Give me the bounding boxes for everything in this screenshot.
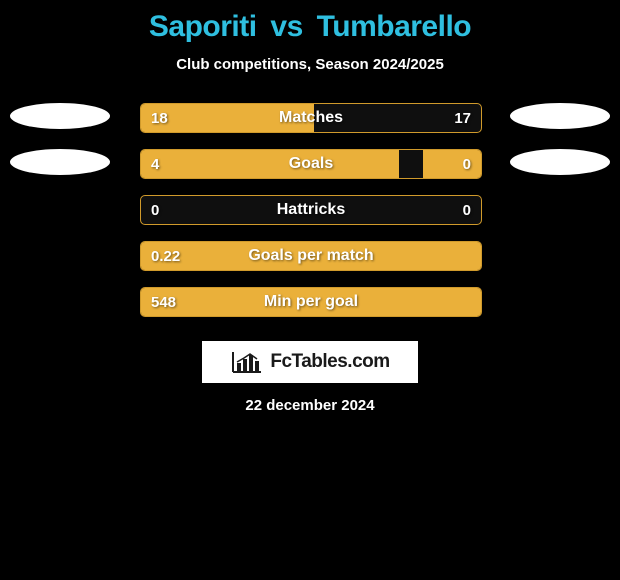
stat-value-left: 548 [141,288,186,316]
stat-bar: 0.22Goals per match [140,241,482,271]
bar-fill-left [141,242,481,270]
page-title: Saporiti vs Tumbarello [149,10,471,44]
stat-row: 548Min per goal [0,287,620,315]
logo-text: FcTables.com [270,351,389,373]
stat-value-left: 0.22 [141,242,190,270]
barchart-icon [230,349,264,375]
player2-oval [510,103,610,129]
stat-value-left: 18 [141,104,178,132]
player1-oval [10,149,110,175]
bar-fill-left [141,288,481,316]
stat-bar: 1817Matches [140,103,482,133]
stats-chart: 1817Matches40Goals00Hattricks0.22Goals p… [0,103,620,333]
bar-fill-left [141,150,399,178]
subtitle: Club competitions, Season 2024/2025 [176,56,444,73]
stat-row: 1817Matches [0,103,620,131]
player1-name: Saporiti [149,10,257,43]
stat-value-left: 0 [141,196,169,224]
stat-row: 0.22Goals per match [0,241,620,269]
stat-bar: 40Goals [140,149,482,179]
player1-oval [10,103,110,129]
player2-oval [510,149,610,175]
stat-bar: 548Min per goal [140,287,482,317]
stat-value-left: 4 [141,150,169,178]
stat-value-right: 17 [444,104,481,132]
stat-value-right: 0 [453,196,481,224]
stat-value-right: 0 [453,150,481,178]
logo-box: FcTables.com [202,341,418,383]
player2-name: Tumbarello [317,10,471,43]
stat-label: Hattricks [141,196,481,224]
vs-separator: vs [270,10,302,43]
stat-bar: 0 0Hattricks [140,195,482,225]
stat-row: 0 0Hattricks [0,195,620,223]
stat-row: 40Goals [0,149,620,177]
date-label: 22 december 2024 [245,397,374,414]
root-container: Saporiti vs Tumbarello Club competitions… [0,0,620,414]
